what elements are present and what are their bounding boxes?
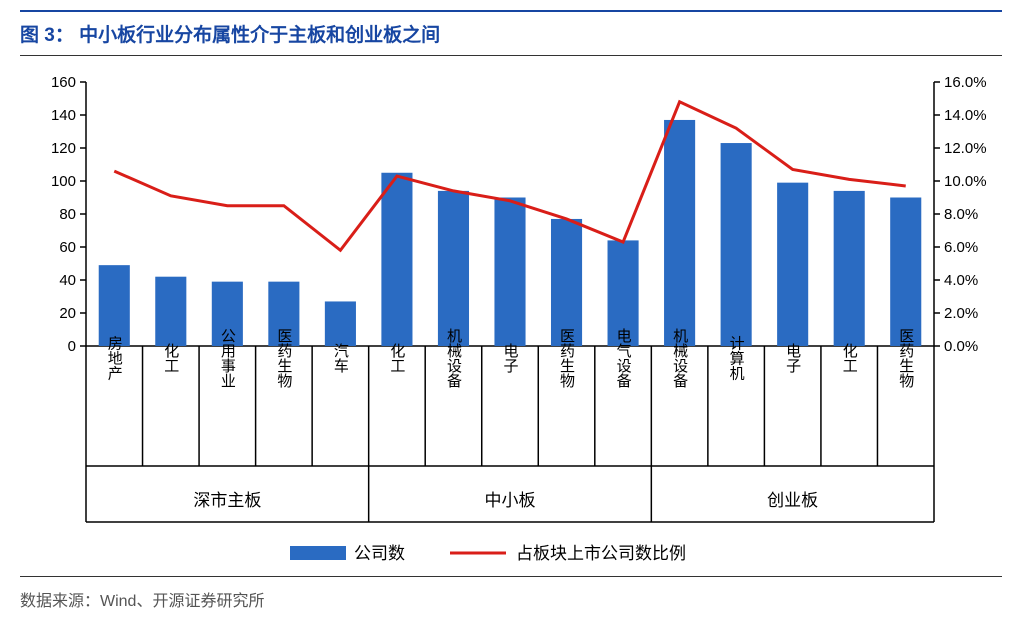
figure-container: 图 3： 中小板行业分布属性介于主板和创业板之间 0 20 40 60 80 100 120… xyxy=(0,0,1022,621)
category-label: 汽车 xyxy=(332,343,349,373)
group-label: 深市主板 xyxy=(193,491,261,510)
source-text: 数据来源：Wind、开源证券研究所 xyxy=(20,576,1002,611)
svg-text:14.0%: 14.0% xyxy=(944,107,987,124)
svg-text:0: 0 xyxy=(68,338,76,355)
svg-text:120: 120 xyxy=(51,140,76,157)
svg-text:10.0%: 10.0% xyxy=(944,173,987,190)
svg-text:140: 140 xyxy=(51,107,76,124)
category-label: 医药生物 xyxy=(897,328,914,389)
chart-area: 0 20 40 60 80 100 120 140 160 0.0% 2.0% 4.0% 6.0% 8.0… xyxy=(20,55,1002,576)
svg-text:60: 60 xyxy=(59,239,76,256)
svg-text:100: 100 xyxy=(51,173,76,190)
bar xyxy=(494,198,525,347)
bar xyxy=(325,301,356,346)
category-label: 医药生物 xyxy=(275,328,292,389)
category-label: 化工 xyxy=(841,343,858,373)
svg-text:2.0%: 2.0% xyxy=(944,305,978,322)
category-label: 机械设备 xyxy=(671,328,688,388)
category-label: 医药生物 xyxy=(558,328,575,389)
bar xyxy=(890,198,921,347)
bar xyxy=(834,191,865,346)
svg-text:8.0%: 8.0% xyxy=(944,206,978,223)
category-label: 电子 xyxy=(784,343,801,373)
svg-text:80: 80 xyxy=(59,206,76,223)
category-label: 化工 xyxy=(388,343,405,373)
legend-bar-swatch xyxy=(290,546,346,560)
bar xyxy=(155,277,186,346)
svg-text:20: 20 xyxy=(59,305,76,322)
group-label: 中小板 xyxy=(485,491,536,510)
svg-text:160: 160 xyxy=(51,74,76,91)
category-label: 计算机 xyxy=(728,336,745,382)
category-label: 电气设备 xyxy=(615,328,632,388)
bar xyxy=(551,219,582,346)
svg-text:4.0%: 4.0% xyxy=(944,272,978,289)
group-label: 创业板 xyxy=(767,491,818,510)
bar xyxy=(664,120,695,346)
category-label: 机械设备 xyxy=(445,328,462,388)
bar xyxy=(381,173,412,346)
bar xyxy=(721,143,752,346)
bar xyxy=(99,265,130,346)
svg-text:6.0%: 6.0% xyxy=(944,239,978,256)
svg-text:0.0%: 0.0% xyxy=(944,338,978,355)
bar xyxy=(438,191,469,346)
combo-chart: 0 20 40 60 80 100 120 140 160 0.0% 2.0% 4.0% 6.0% 8.0… xyxy=(20,66,1000,576)
legend-bar-label: 公司数 xyxy=(354,544,405,563)
svg-text:40: 40 xyxy=(59,272,76,289)
category-label: 公用事业 xyxy=(219,328,236,388)
svg-text:16.0%: 16.0% xyxy=(944,74,987,91)
legend-line-label: 占板块上市公司数比例 xyxy=(516,544,686,563)
category-label: 化工 xyxy=(162,343,179,373)
bar xyxy=(777,183,808,346)
svg-text:12.0%: 12.0% xyxy=(944,140,987,157)
figure-title: 图 3： 中小板行业分布属性介于主板和创业板之间 xyxy=(20,10,1002,55)
category-label: 房地产 xyxy=(106,336,123,381)
category-label: 电子 xyxy=(502,343,519,373)
